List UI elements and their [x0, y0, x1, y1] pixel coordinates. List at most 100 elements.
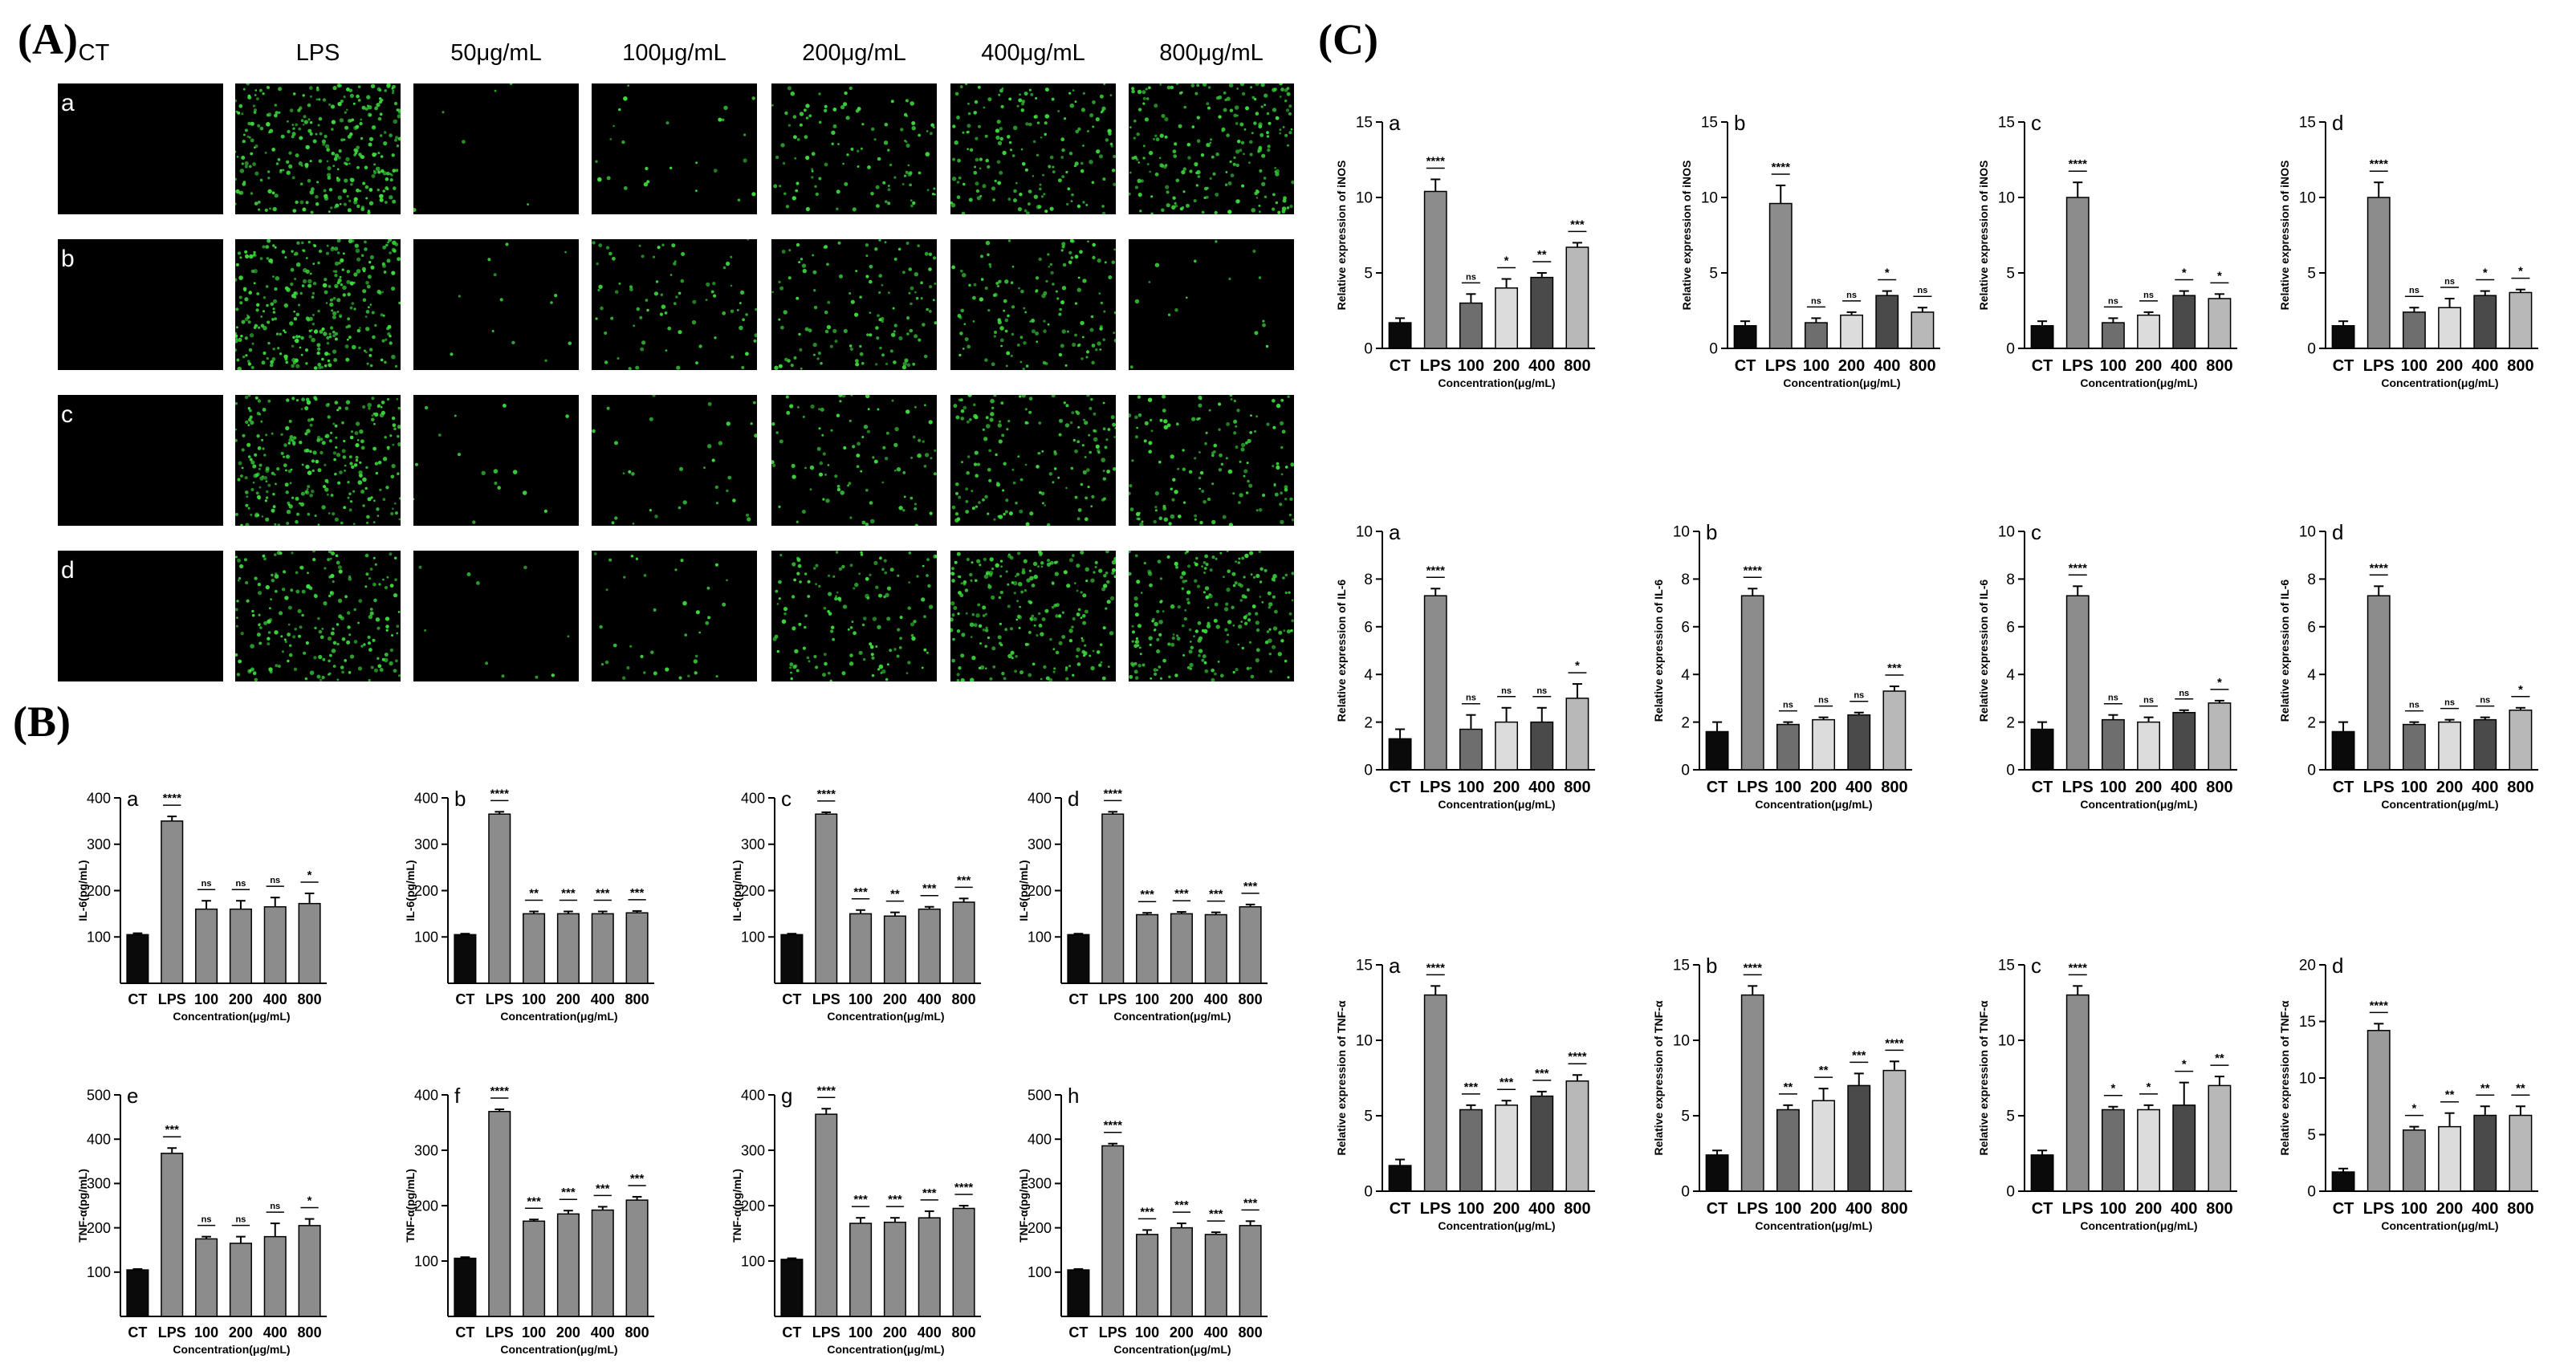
significance-label: ***	[853, 885, 868, 899]
significance-label: ***	[1209, 1207, 1223, 1221]
y-tick-label: 300	[1028, 836, 1052, 852]
micrograph-tile	[950, 395, 1116, 526]
significance-label: ***	[561, 1186, 576, 1199]
y-tick-label: 2	[2006, 714, 2015, 731]
category-label: 400	[2171, 1200, 2197, 1218]
y-tick-label: 4	[1364, 667, 1373, 684]
y-tick-label: 10	[1356, 190, 1373, 207]
bar	[161, 820, 184, 984]
y-tick-label: 10	[1998, 1033, 2015, 1050]
fluorescence-dots	[592, 395, 757, 525]
category-label: LPS	[2062, 357, 2094, 375]
bar	[1170, 1227, 1193, 1317]
category-label: CT	[1390, 357, 1411, 375]
y-tick-label: 400	[87, 790, 111, 806]
category-label: CT	[1707, 779, 1728, 796]
bar	[2331, 730, 2355, 771]
bar	[1565, 246, 1589, 349]
bar	[2030, 325, 2054, 349]
bar	[1204, 913, 1227, 984]
bar	[2137, 721, 2161, 771]
y-axis-label: TNF-α(pg/mL)	[76, 1169, 89, 1243]
significance-label: *	[2110, 1082, 2115, 1096]
category-label: 400	[263, 991, 287, 1007]
bar	[1847, 1084, 1871, 1192]
column-header: 400μg/mL	[981, 40, 1085, 66]
category-label: CT	[1707, 1200, 1728, 1218]
bar	[488, 1110, 511, 1317]
panel-label-C: (C)	[1318, 15, 1378, 63]
y-tick-label: 5	[2307, 266, 2316, 283]
bar	[1459, 302, 1483, 349]
bar	[918, 1217, 941, 1317]
y-tick-label: 100	[1028, 1264, 1052, 1280]
bar	[2402, 1129, 2426, 1192]
micrograph-tile	[592, 83, 757, 214]
significance-label: ns	[2108, 694, 2118, 703]
category-label: LPS	[1737, 1200, 1768, 1218]
bar	[195, 1238, 218, 1317]
significance-label: ***	[1209, 888, 1223, 901]
significance-label: ns	[2179, 689, 2189, 698]
y-tick-label: 0	[1364, 1184, 1373, 1201]
micrograph-tile	[771, 551, 937, 681]
significance-label: *	[2147, 1080, 2151, 1094]
y-tick-label: 15	[1673, 958, 1690, 974]
significance-label: **	[529, 886, 539, 900]
micrograph-tile: d	[58, 551, 223, 681]
fluorescence-dots	[950, 83, 1116, 214]
fluorescence-dots	[772, 551, 937, 681]
bar	[2172, 711, 2196, 771]
bar	[1882, 690, 1907, 771]
y-tick-label: 6	[1681, 619, 1690, 636]
y-tick-label: 6	[2006, 619, 2015, 636]
bar	[1239, 905, 1262, 984]
y-tick-label: 6	[2307, 619, 2316, 636]
fluorescence-dots	[58, 239, 223, 370]
significance-label: ****	[490, 1084, 510, 1098]
micrograph-tile	[592, 239, 757, 370]
y-tick-label: 400	[1028, 1132, 1052, 1148]
y-axis-label: Relative expression of TNF-α	[2278, 1000, 2291, 1155]
category-label: CT	[2333, 357, 2354, 375]
significance-label: **	[1784, 1080, 1793, 1094]
bar	[523, 1220, 546, 1317]
y-axis-label: TNF-α(pg/mL)	[730, 1169, 743, 1243]
significance-label: ****	[2370, 999, 2389, 1012]
category-label: LPS	[812, 1324, 840, 1340]
row-letter: a	[61, 90, 75, 116]
category-label: LPS	[486, 991, 514, 1007]
y-axis-label: Relative expression of TNF-α	[1335, 1000, 1348, 1155]
fluorescence-dots	[771, 239, 937, 370]
bar	[1740, 595, 1764, 771]
column-header: 800μg/mL	[1159, 40, 1264, 66]
y-axis-label: Relative expression of IL-6	[1652, 580, 1665, 722]
bar	[1495, 287, 1519, 349]
bar	[298, 1225, 321, 1317]
bar	[1423, 994, 1447, 1192]
y-tick-label: 5	[1364, 1109, 1373, 1125]
significance-label: ****	[1426, 961, 1446, 974]
category-label: 100	[1135, 991, 1159, 1007]
micrograph-tile	[592, 551, 757, 681]
y-tick-label: 200	[87, 883, 111, 899]
bar	[298, 902, 321, 984]
category-label: 100	[1458, 1200, 1484, 1218]
category-label: CT	[2032, 779, 2053, 796]
fluorescence-dots	[594, 552, 728, 680]
category-label: 400	[2472, 1200, 2498, 1218]
category-label: LPS	[1737, 779, 1768, 796]
micrograph-tile	[771, 395, 937, 526]
micrograph-tile: c	[58, 395, 223, 526]
significance-label: **	[2480, 1081, 2490, 1095]
bar	[591, 1209, 614, 1317]
y-tick-label: 0	[1364, 763, 1373, 779]
y-tick-label: 5	[2006, 1109, 2015, 1125]
significance-label: ns	[2409, 701, 2419, 710]
y-axis-label: TNF-α(pg/mL)	[1017, 1169, 1030, 1243]
y-axis-label: Relative expression of iNOS	[1680, 161, 1693, 311]
bar	[2030, 728, 2054, 771]
chart-letter: a	[1389, 520, 1401, 544]
